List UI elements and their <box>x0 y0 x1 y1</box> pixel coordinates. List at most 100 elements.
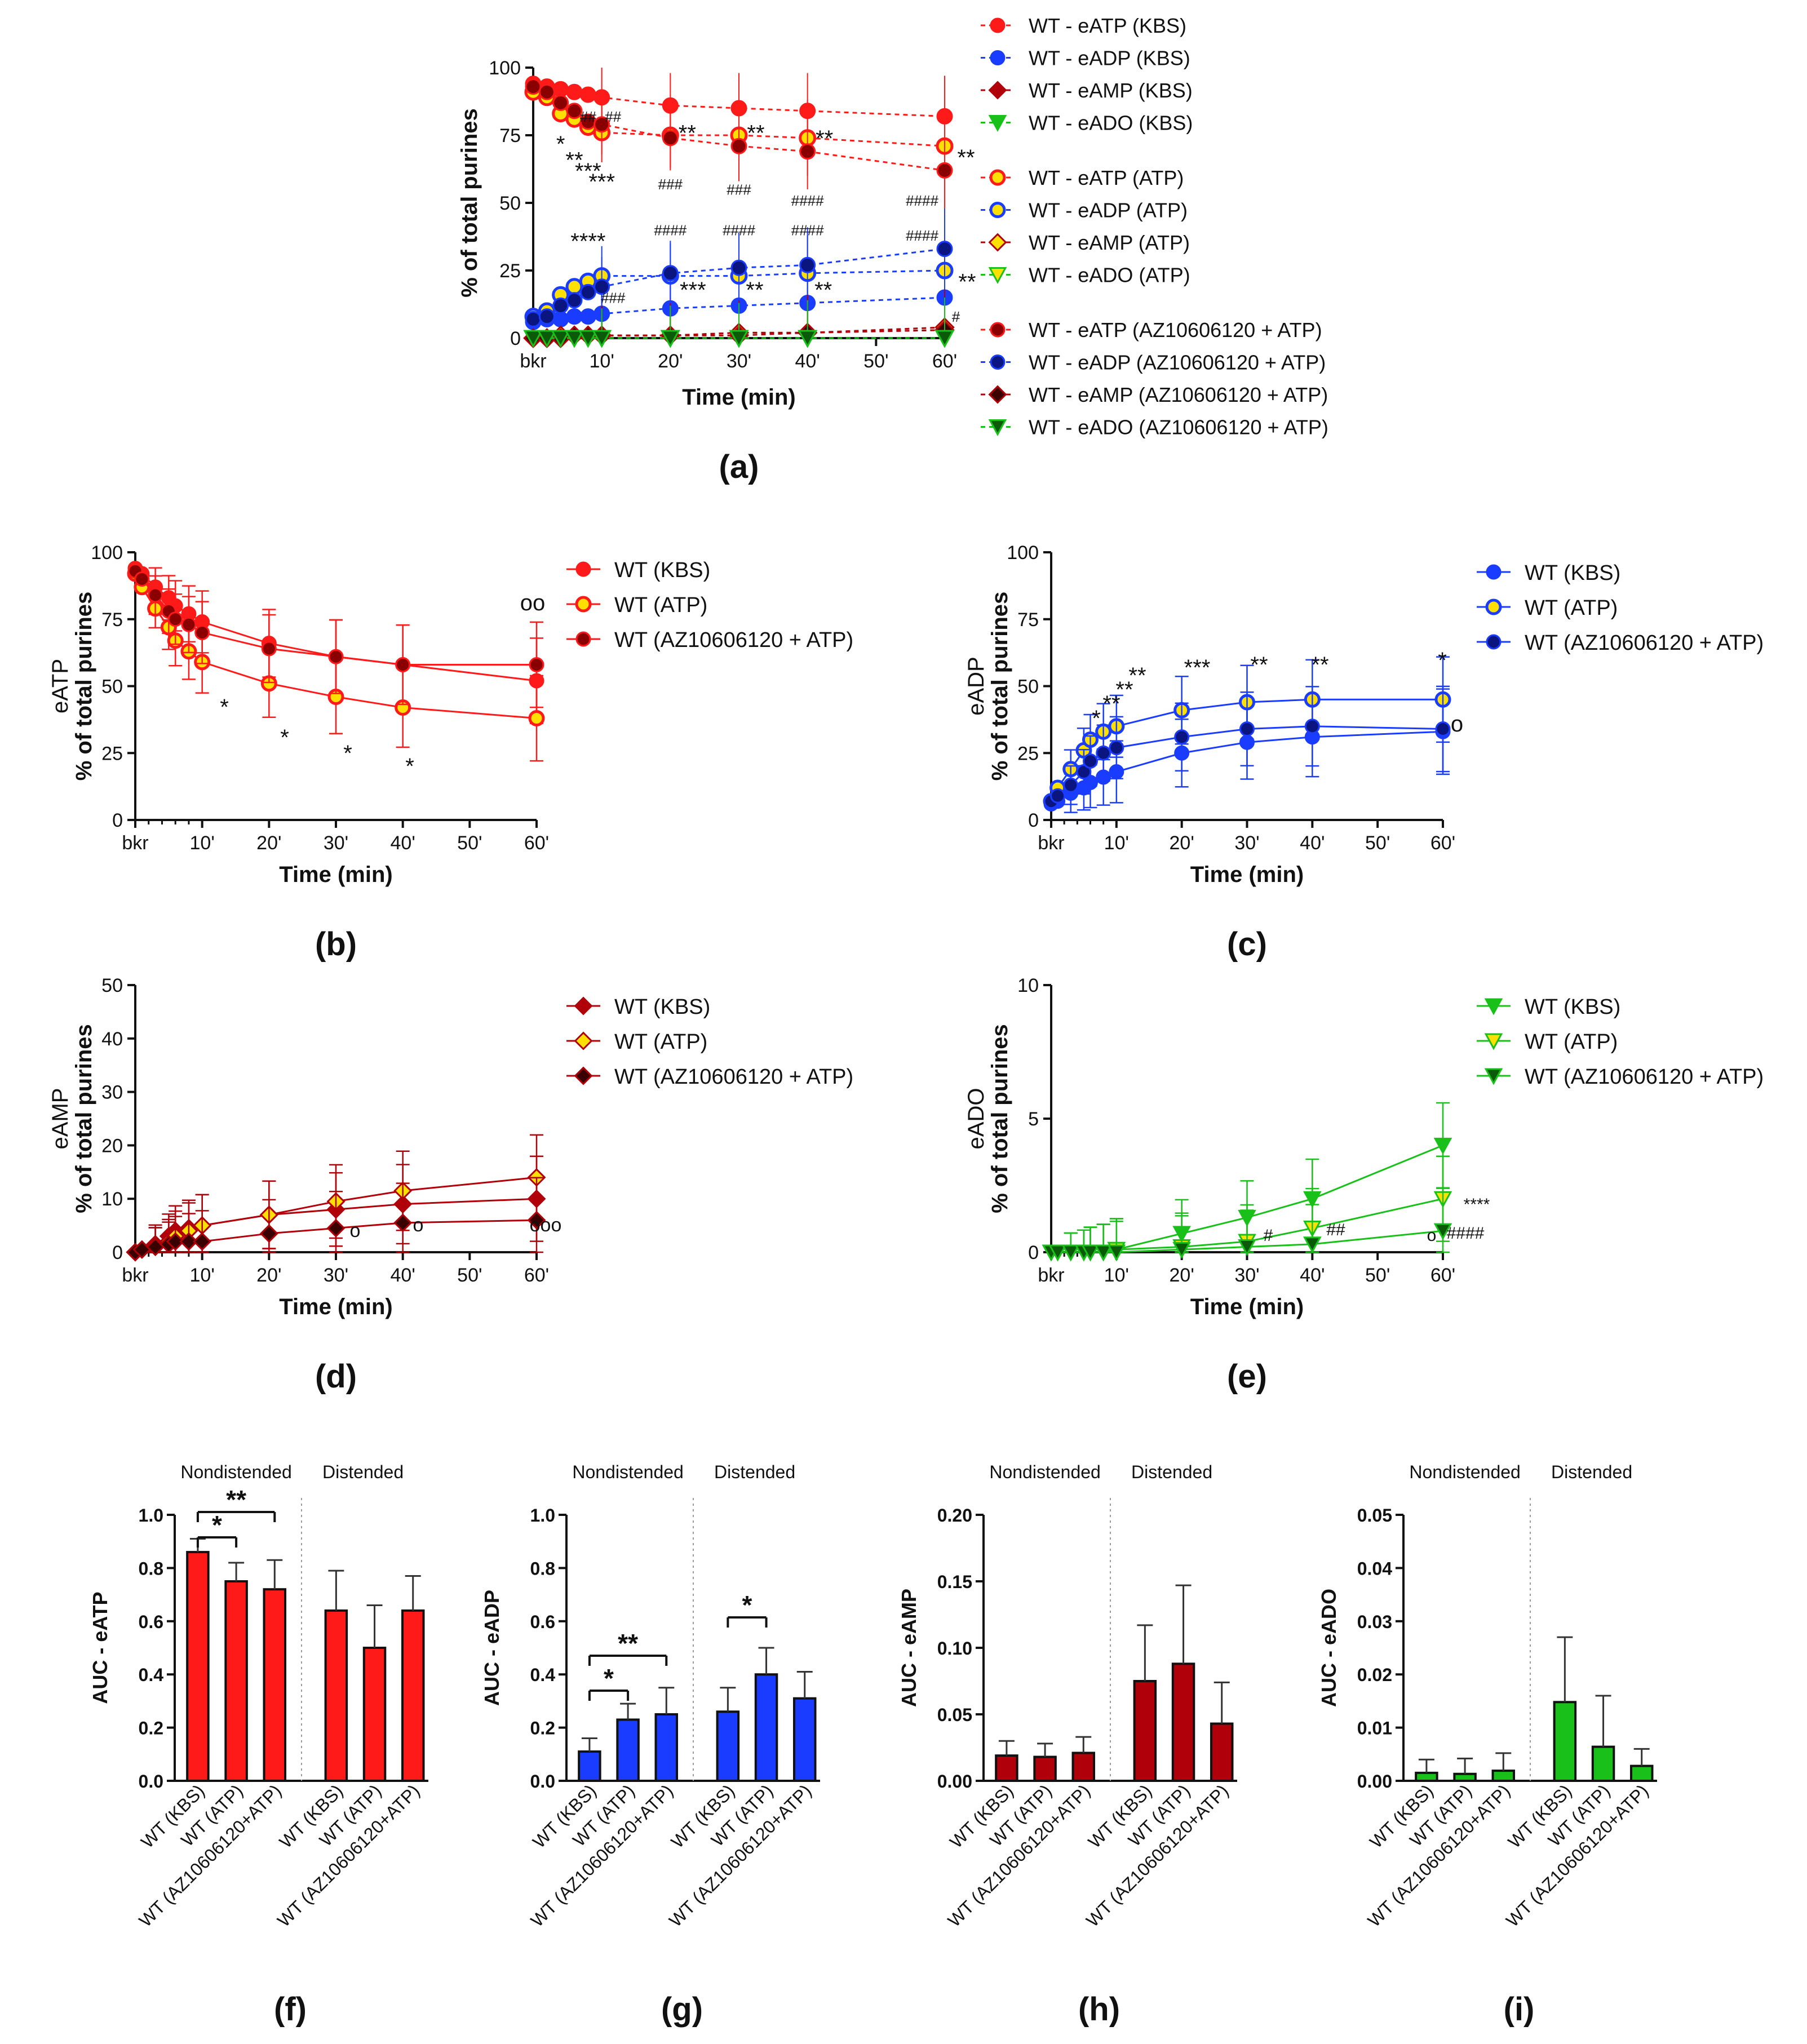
legend-marker <box>990 50 1006 65</box>
group-label: Distended <box>1551 1462 1632 1482</box>
bar <box>224 1580 248 1782</box>
bar <box>1591 1745 1615 1782</box>
y-tick-label: 5 <box>1028 1109 1039 1130</box>
data-point <box>328 649 344 664</box>
data-point <box>594 116 610 133</box>
y-tick-label: 0.05 <box>937 1705 972 1725</box>
group-label: Nondistended <box>989 1462 1100 1482</box>
y-axis-species-label: eATP <box>48 659 73 713</box>
significance-star: * <box>220 695 229 720</box>
bar <box>616 1718 640 1782</box>
x-tick-label: 60' <box>1430 832 1455 854</box>
data-point <box>1107 1244 1126 1262</box>
y-tick-label: 0.05 <box>1357 1505 1392 1526</box>
y-axis-title: AUC - eATP <box>88 1591 112 1704</box>
data-point <box>730 259 747 276</box>
y-tick-label: 0.2 <box>139 1718 163 1739</box>
x-tick-label: 30' <box>324 1265 348 1286</box>
x-tick-label: 10' <box>190 1265 215 1286</box>
panel-label: (a) <box>719 449 759 485</box>
y-tick-label: 0 <box>112 810 123 831</box>
bar <box>654 1713 679 1782</box>
y-axis-species-label: eAMP <box>48 1088 73 1150</box>
significance-star: *** <box>575 159 601 184</box>
data-point <box>1238 1239 1256 1256</box>
y-tick-label: 1.0 <box>139 1505 163 1526</box>
data-point <box>1094 1244 1113 1262</box>
y-tick-label: 0.2 <box>530 1718 555 1739</box>
significance-star: ** <box>1311 653 1328 677</box>
legend-marker <box>575 631 591 647</box>
legend-label: WT - eADO (KBS) <box>1029 112 1193 135</box>
y-tick-label: 0 <box>112 1242 123 1263</box>
legend-marker <box>990 354 1006 370</box>
bar <box>1033 1755 1057 1783</box>
panel-label: (b) <box>315 926 357 963</box>
x-tick-label: 40' <box>391 832 415 854</box>
significance-hash: #### <box>906 192 938 209</box>
group-label: Distended <box>1131 1462 1212 1482</box>
bar <box>578 1750 601 1783</box>
x-tick-label: bkr <box>1038 1265 1064 1286</box>
data-point <box>538 83 555 100</box>
significance-hash: #### <box>723 222 755 239</box>
legend-label: WT - eATP (ATP) <box>1029 166 1184 189</box>
data-point <box>1433 1137 1452 1155</box>
legend-marker <box>574 996 593 1016</box>
legend-label: WT (KBS) <box>1525 561 1620 585</box>
y-tick-label: 0.0 <box>530 1771 555 1792</box>
x-tick-label: 50' <box>863 351 888 372</box>
x-tick-label: 40' <box>1300 832 1325 854</box>
y-tick-label: 0.00 <box>937 1771 972 1792</box>
y-tick-label: 0.04 <box>1357 1558 1392 1579</box>
significance-star: * <box>405 754 414 779</box>
legend-label: WT - eADO (ATP) <box>1029 264 1190 287</box>
x-tick-label: 30' <box>1234 1265 1259 1286</box>
y-tick-label: 0.03 <box>1357 1612 1392 1632</box>
x-tick-label: 20' <box>256 1265 281 1286</box>
data-point <box>564 330 584 348</box>
x-axis-title: Time (min) <box>682 385 796 410</box>
y-tick-label: 25 <box>1017 743 1039 764</box>
x-axis-title: Time (min) <box>1190 862 1304 887</box>
x-tick-label: 60' <box>524 832 549 854</box>
legend-label: WT - eATP (AZ10606120 + ATP) <box>1029 318 1322 342</box>
y-tick-label: 50 <box>101 975 123 996</box>
data-point <box>566 103 583 119</box>
x-tick-label: bkr <box>1038 832 1064 854</box>
significance-star: ** <box>1115 677 1133 702</box>
legend-label: WT (ATP) <box>614 1030 707 1054</box>
y-axis-title: AUC - eAMP <box>897 1589 920 1707</box>
significance-star: **** <box>570 229 605 254</box>
data-point <box>1304 719 1320 734</box>
y-tick-label: 0.6 <box>139 1612 163 1632</box>
y-tick-label: 0.20 <box>937 1505 972 1526</box>
legend-label: WT (KBS) <box>1525 995 1620 1019</box>
x-tick-label: 50' <box>1365 832 1390 854</box>
y-tick-label: 0.15 <box>937 1572 972 1592</box>
bar <box>1629 1764 1654 1783</box>
legend-label: WT - eADP (ATP) <box>1029 199 1188 222</box>
significance-star: * <box>556 132 565 157</box>
data-point <box>1061 1244 1080 1262</box>
legend-marker <box>988 419 1007 436</box>
significance-star: ** <box>958 270 976 295</box>
y-tick-label: 75 <box>101 609 123 631</box>
bar <box>754 1673 778 1782</box>
y-tick-label: 30 <box>101 1082 123 1103</box>
data-point <box>1433 1223 1452 1240</box>
legend-marker <box>575 561 591 577</box>
x-tick-label: 20' <box>256 832 281 854</box>
significance-star: * <box>1092 706 1101 731</box>
legend-label: WT - eAMP (ATP) <box>1029 231 1190 254</box>
data-point <box>538 308 555 325</box>
significance-star: ooo <box>530 1214 562 1236</box>
data-point <box>181 617 197 632</box>
data-point <box>552 94 569 111</box>
x-tick-label: 10' <box>1104 1265 1129 1286</box>
legend-label: WT (ATP) <box>1525 1030 1618 1054</box>
y-axis-title: % of total purines <box>987 592 1012 781</box>
y-tick-label: 0.02 <box>1357 1665 1392 1685</box>
significance-hash: #### <box>654 222 687 239</box>
data-point <box>799 256 816 273</box>
